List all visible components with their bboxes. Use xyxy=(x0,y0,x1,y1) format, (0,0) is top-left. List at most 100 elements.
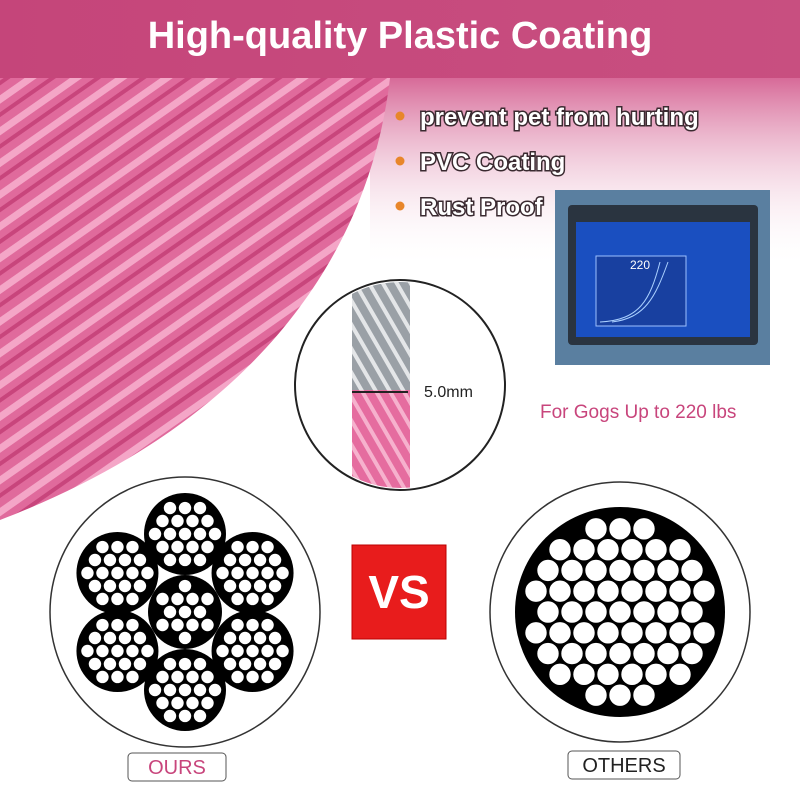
wire xyxy=(125,617,140,633)
feature-list: prevent pet from hurting PVC Coating Rust … xyxy=(395,103,700,223)
cable-coil xyxy=(0,78,390,520)
wire xyxy=(155,539,170,555)
wire xyxy=(260,591,275,607)
wire xyxy=(125,539,140,555)
wire xyxy=(117,630,133,646)
wire xyxy=(215,643,230,659)
wire xyxy=(125,643,140,659)
wire xyxy=(572,621,596,645)
wire xyxy=(260,617,275,633)
wire xyxy=(252,552,268,568)
monitor: 220 xyxy=(555,190,770,365)
wire xyxy=(170,513,185,529)
wire xyxy=(102,578,118,594)
wire xyxy=(87,552,103,568)
wire xyxy=(192,682,208,698)
wire xyxy=(117,656,133,672)
wire xyxy=(185,591,200,607)
others-box xyxy=(567,750,681,780)
wire xyxy=(192,656,208,672)
wire xyxy=(207,526,223,542)
wire xyxy=(162,552,178,568)
wire xyxy=(177,500,193,516)
wire xyxy=(572,579,596,603)
wire xyxy=(200,695,215,711)
wire xyxy=(536,558,560,583)
wire xyxy=(608,641,632,666)
wire xyxy=(237,630,253,646)
others-strands xyxy=(515,507,725,717)
wire xyxy=(162,526,178,542)
wire xyxy=(215,565,230,581)
wire xyxy=(102,656,118,672)
wire xyxy=(620,537,644,562)
wire xyxy=(230,539,245,555)
wire xyxy=(177,708,193,724)
wire xyxy=(80,643,95,659)
wire xyxy=(584,641,608,666)
wire xyxy=(132,656,148,672)
wire xyxy=(222,578,238,594)
wire xyxy=(632,683,656,707)
wire xyxy=(222,552,238,568)
wire xyxy=(584,517,608,541)
wire xyxy=(110,617,125,633)
wire xyxy=(230,565,245,581)
wire xyxy=(524,621,548,645)
wire xyxy=(155,617,170,633)
wire xyxy=(110,565,125,581)
wire xyxy=(155,695,170,711)
wire xyxy=(230,669,245,685)
wire xyxy=(132,630,148,646)
wire xyxy=(260,669,275,685)
wire xyxy=(572,537,596,562)
wire xyxy=(260,539,275,555)
wire xyxy=(185,617,200,633)
wire xyxy=(237,656,253,672)
wire xyxy=(170,591,185,607)
wire xyxy=(252,656,268,672)
wire xyxy=(267,656,283,672)
wire xyxy=(692,621,716,645)
wire xyxy=(95,591,110,607)
wire xyxy=(177,682,193,698)
wire xyxy=(596,621,620,645)
bullet-dot xyxy=(395,201,405,211)
wire xyxy=(548,537,572,562)
wire xyxy=(245,539,260,555)
wire xyxy=(536,600,560,624)
wire xyxy=(596,537,620,562)
wire xyxy=(252,630,268,646)
feature-text: Rust Proof xyxy=(420,194,544,221)
wire xyxy=(222,656,238,672)
wire xyxy=(644,621,668,645)
wire xyxy=(560,558,584,583)
wire xyxy=(267,630,283,646)
wire xyxy=(117,578,133,594)
wire xyxy=(252,578,268,594)
wire xyxy=(125,565,140,581)
wire xyxy=(155,591,170,607)
wire xyxy=(245,591,260,607)
wire xyxy=(275,643,290,659)
wire xyxy=(230,643,245,659)
wire xyxy=(162,604,178,620)
wire xyxy=(620,621,644,645)
wire xyxy=(192,708,208,724)
wire xyxy=(632,600,656,624)
wire xyxy=(95,643,110,659)
wire xyxy=(162,500,178,516)
wire xyxy=(170,695,185,711)
vs-badge xyxy=(351,544,447,640)
wire xyxy=(200,591,215,607)
wire xyxy=(668,579,692,603)
wire xyxy=(80,565,95,581)
wire xyxy=(656,641,680,666)
wire xyxy=(110,591,125,607)
wire xyxy=(668,662,692,687)
wire xyxy=(260,565,275,581)
wire xyxy=(177,656,193,672)
wire xyxy=(668,621,692,645)
wire xyxy=(185,513,200,529)
